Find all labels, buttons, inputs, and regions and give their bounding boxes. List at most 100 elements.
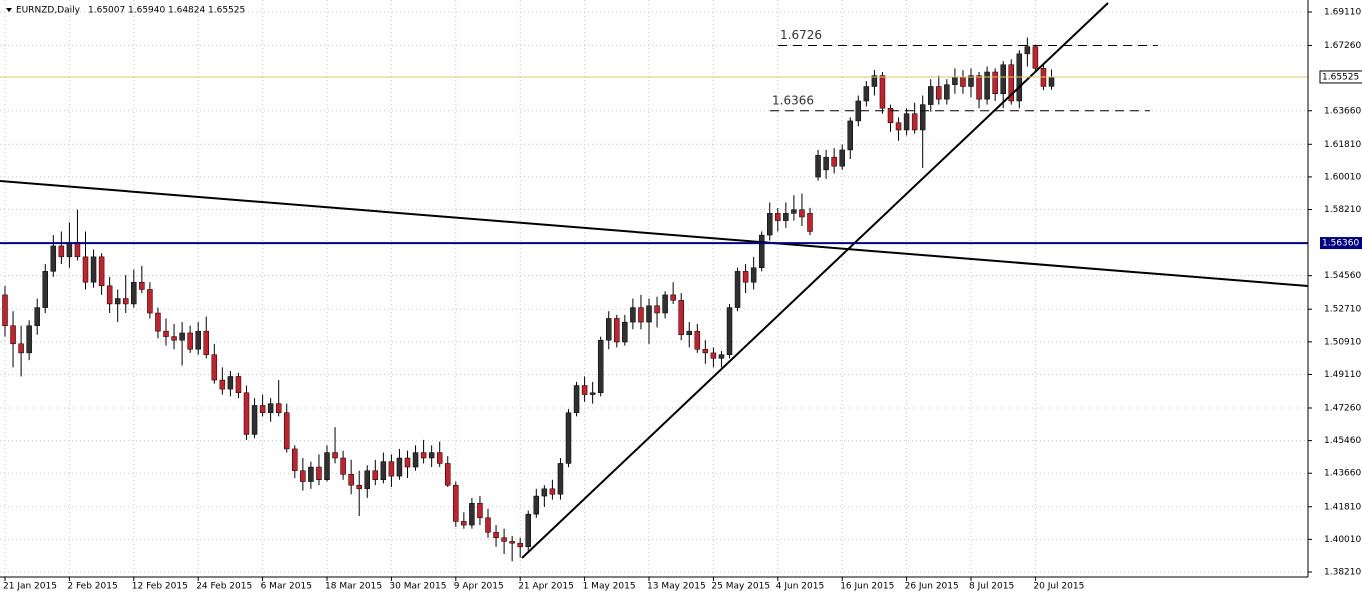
x-tick-label: 12 Feb 2015 [132, 582, 188, 592]
price-label: 1.65525 [1322, 72, 1359, 82]
candle-body [292, 448, 298, 471]
candle-body [662, 294, 668, 314]
candle-body [412, 452, 419, 468]
candle-body [799, 209, 805, 218]
candle-body [622, 321, 628, 343]
candle-body [82, 256, 89, 283]
candle-body [823, 156, 829, 171]
candle-body [235, 376, 242, 394]
candle-body [702, 349, 709, 354]
candle-body [90, 256, 97, 283]
candle-body [147, 289, 153, 314]
candle-body [694, 330, 701, 350]
candle-body [428, 452, 435, 459]
candle-body [984, 71, 990, 100]
header-value: 1.64824 [168, 6, 205, 16]
y-tick-label: 1.38210 [1324, 567, 1361, 577]
level-label: 1.6366 [772, 93, 814, 107]
candle-body [863, 86, 870, 102]
x-tick-label: 18 Mar 2015 [325, 582, 382, 592]
candle-body [718, 354, 725, 359]
candle-body [308, 466, 314, 482]
candle-body [783, 213, 789, 221]
x-tick-label: 21 Apr 2015 [518, 582, 574, 592]
candle-body [791, 209, 797, 214]
candle-body [597, 339, 604, 394]
y-tick-label: 1.47260 [1324, 403, 1361, 413]
candle-body [710, 352, 717, 359]
candle-body [131, 281, 137, 305]
y-tick-label: 1.69110 [1324, 7, 1361, 17]
candle-body [670, 294, 676, 301]
candle-body [123, 298, 129, 305]
candle-body [436, 452, 443, 464]
candle-body [372, 470, 379, 481]
candle-body [259, 405, 266, 413]
candle-body [74, 242, 81, 258]
y-tick-label: 1.43660 [1324, 469, 1361, 479]
candle-body [163, 330, 169, 337]
y-tick-label: 1.60010 [1324, 172, 1361, 182]
candle-body [952, 77, 958, 85]
candle-body [815, 155, 821, 178]
candle-body [871, 75, 878, 87]
candle-body [34, 307, 40, 326]
y-tick-label: 1.40010 [1324, 535, 1361, 545]
candle-body [195, 330, 201, 350]
candle-body [453, 484, 459, 522]
candle-body [630, 307, 636, 323]
candle-body [839, 149, 845, 167]
candle-body [517, 542, 523, 548]
candle-body [750, 267, 757, 283]
candle-body [614, 318, 620, 343]
candle-body [606, 318, 612, 341]
price-box [1319, 70, 1362, 84]
candle-body [847, 120, 853, 151]
candle-body [807, 213, 813, 232]
candle-body [356, 484, 362, 490]
candle-body [549, 488, 556, 495]
candle-body [300, 470, 306, 482]
candle-body [1048, 76, 1055, 87]
candle-body [928, 86, 934, 105]
candle-body [187, 332, 193, 350]
y-tick-label: 1.61810 [1324, 140, 1361, 150]
candle-body [1000, 64, 1006, 94]
y-tick-label: 1.49110 [1324, 370, 1361, 380]
x-tick-label: 8 Jul 2015 [969, 582, 1014, 592]
y-tick-label: 1.54560 [1324, 271, 1361, 281]
y-tick-label: 1.58210 [1324, 205, 1361, 215]
candle-body [58, 245, 65, 258]
x-tick-label: 6 Mar 2015 [261, 582, 312, 592]
candle-body [678, 300, 684, 336]
candle-body [589, 392, 596, 395]
candle-body [638, 307, 644, 323]
candle-body [976, 75, 982, 100]
candle-body [895, 122, 902, 131]
candle-body [686, 330, 692, 336]
candle-body [936, 86, 942, 100]
support-label: 1.56360 [1322, 239, 1359, 249]
y-tick-label: 1.63660 [1324, 106, 1361, 116]
candle-body [396, 457, 403, 477]
candle-body [1032, 46, 1039, 69]
candle-body [171, 336, 177, 341]
overlays: 1.6726 1.6366 [0, 28, 1308, 245]
candle-body [1024, 46, 1031, 55]
candle-body [525, 513, 531, 548]
candle-body [26, 325, 32, 354]
x-tick-label: 20 Jul 2015 [1033, 582, 1084, 592]
level-label: 1.6726 [780, 28, 822, 42]
candle-body [960, 77, 966, 87]
candle-body [316, 466, 322, 481]
candle-body [557, 463, 564, 495]
x-tick-label: 16 Jun 2015 [840, 582, 894, 592]
candle-body [911, 113, 918, 131]
candle-body [992, 71, 998, 94]
candle-body [485, 517, 491, 533]
candle-body [509, 541, 515, 544]
candle-body [734, 271, 741, 308]
candle-body [380, 461, 387, 481]
